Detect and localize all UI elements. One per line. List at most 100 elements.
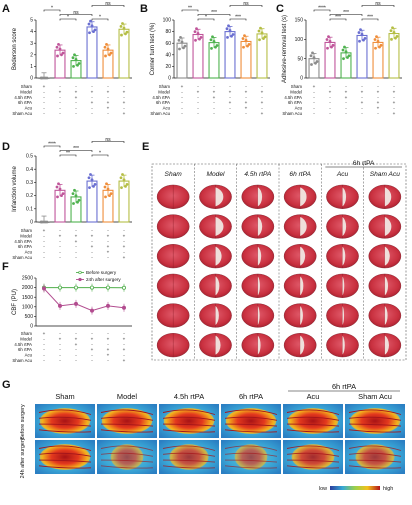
data-point (179, 36, 182, 39)
table-cell: - (43, 353, 45, 358)
panel-G-column-label: Model (117, 392, 137, 401)
table-cell: + (75, 89, 78, 94)
data-point (243, 34, 246, 37)
data-point (58, 286, 61, 289)
table-cell: + (91, 347, 94, 352)
panel-G-column-label: Acu (307, 392, 320, 401)
table-cell: + (361, 89, 364, 94)
data-point (182, 46, 185, 49)
table-cell: + (377, 106, 380, 111)
table-cell: - (91, 228, 93, 233)
panel-letter-G: G (2, 379, 11, 391)
table-row-label: Sham (291, 84, 303, 89)
table-cell: - (43, 255, 45, 260)
table-cell: - (123, 95, 125, 100)
data-point (56, 55, 59, 58)
table-cell: - (75, 100, 77, 105)
table-row-label: Sham Acu (12, 111, 32, 116)
table-cell: - (75, 347, 77, 352)
panel-E-column-label: Sham Acu (370, 171, 401, 178)
data-point (73, 189, 76, 192)
table-cell: + (361, 100, 364, 105)
sig-label: ns (105, 137, 111, 143)
data-point (43, 221, 46, 224)
table-cell: - (91, 106, 93, 111)
data-point (120, 176, 123, 179)
data-point (57, 43, 60, 46)
panel-G-column-label: Sham Acu (358, 392, 392, 401)
y-tick-label: 5 (30, 18, 33, 24)
data-point (377, 40, 380, 43)
data-point (374, 47, 377, 50)
y-tick-label: 100 (295, 37, 304, 43)
panel-E-column-label: Sham (165, 171, 183, 178)
data-point (259, 27, 262, 30)
table-cell: - (361, 95, 363, 100)
table-cell: - (59, 95, 61, 100)
panel-G-column-label: Sham (55, 392, 74, 401)
table-cell: - (59, 353, 61, 358)
y-axis-label: Infarction volume (12, 166, 18, 212)
table-cell: + (107, 89, 110, 94)
table-cell: - (181, 100, 183, 105)
data-point (374, 38, 377, 41)
table-cell: - (43, 106, 45, 111)
table-cell: + (107, 347, 110, 352)
table-cell: - (181, 95, 183, 100)
data-point (104, 196, 107, 199)
table-cell: + (91, 100, 94, 105)
y-tick-label: 60 (165, 41, 171, 47)
colorbar (330, 486, 380, 490)
table-cell: - (261, 95, 263, 100)
data-point (60, 194, 63, 197)
data-point (343, 46, 346, 49)
table-row-label: Acu (25, 106, 33, 111)
table-cell: - (181, 111, 183, 116)
sig-label: *** (367, 14, 373, 20)
table-cell: - (91, 84, 93, 89)
table-cell: - (43, 239, 45, 244)
table-cell: - (229, 95, 231, 100)
perfusion-hotspot (169, 444, 208, 470)
panel-G-row-label: Before surgery (20, 404, 26, 440)
data-point (72, 192, 75, 195)
data-point (107, 188, 110, 191)
table-cell: + (123, 255, 126, 260)
data-point (230, 35, 233, 38)
data-point (73, 53, 76, 56)
table-cell: - (245, 84, 247, 89)
table-cell: - (59, 100, 61, 105)
table-cell: - (123, 84, 125, 89)
data-point (330, 46, 333, 49)
panel-E-column-label: Model (207, 171, 225, 178)
data-point (92, 30, 95, 33)
table-cell: - (123, 250, 125, 255)
data-point (390, 38, 393, 41)
table-cell: - (345, 100, 347, 105)
table-cell: - (107, 255, 109, 260)
bar (119, 29, 129, 78)
table-cell: - (107, 358, 109, 363)
table-cell: - (91, 250, 93, 255)
data-point (104, 46, 107, 49)
table-cell: - (377, 84, 379, 89)
data-point (314, 62, 317, 65)
y-tick-label: 80 (165, 29, 171, 35)
data-point (246, 45, 249, 48)
table-cell: + (59, 89, 62, 94)
table-cell: + (107, 106, 110, 111)
y-tick-label: 4 (30, 29, 33, 35)
sig-label: * (67, 14, 69, 20)
sig-label: * (99, 150, 101, 156)
data-point (91, 178, 94, 181)
table-cell: - (229, 106, 231, 111)
data-point (91, 24, 94, 27)
sig-label: **** (48, 141, 56, 147)
table-cell: + (213, 89, 216, 94)
table-cell: + (245, 100, 248, 105)
table-cell: - (91, 255, 93, 260)
table-cell: + (107, 233, 110, 238)
y-tick-label: 0.5 (26, 154, 33, 160)
table-cell: - (43, 347, 45, 352)
